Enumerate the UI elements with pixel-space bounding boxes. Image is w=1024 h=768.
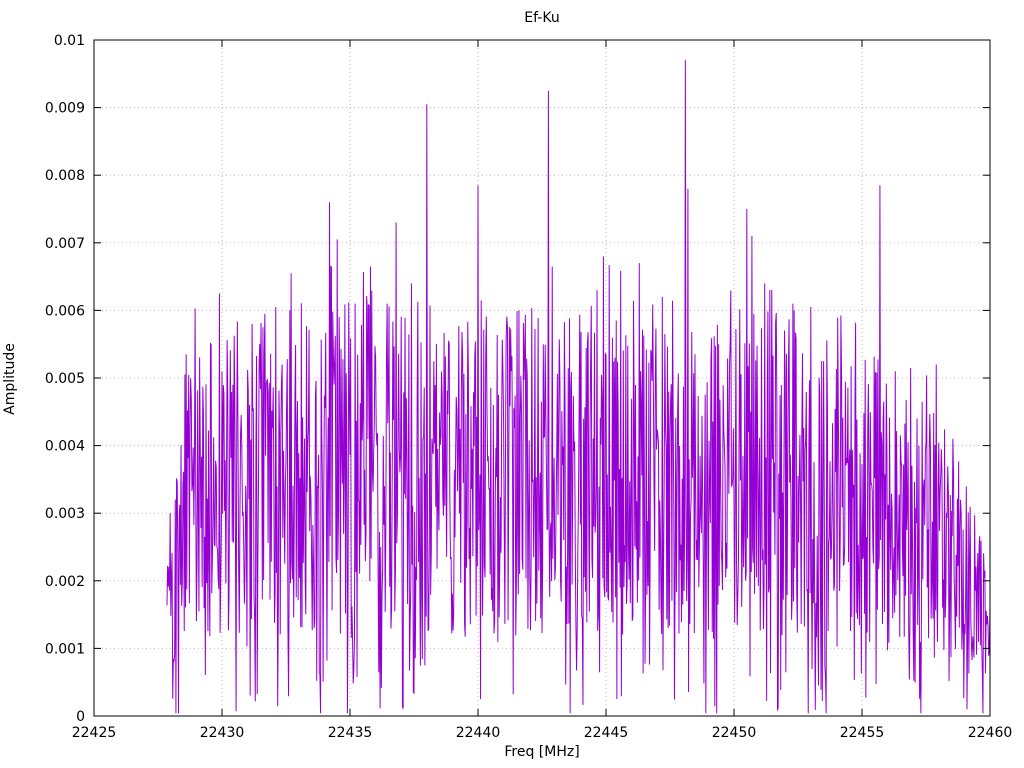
y-tick-label: 0: [76, 709, 85, 725]
y-tick-label: 0.009: [45, 101, 85, 117]
x-tick-label: 22435: [328, 725, 373, 741]
spectrum-line: [166, 60, 991, 714]
y-tick-label: 0.007: [45, 236, 85, 252]
chart-title: Ef-Ku: [524, 10, 560, 26]
y-tick-label: 0.001: [45, 641, 85, 657]
x-tick-label: 22460: [968, 725, 1013, 741]
x-tick-label: 22455: [840, 725, 885, 741]
y-tick-label: 0.005: [45, 371, 85, 387]
y-axis-label: Amplitude: [2, 343, 18, 415]
x-tick-label: 22440: [456, 725, 501, 741]
y-tick-label: 0.006: [45, 303, 85, 319]
y-tick-label: 0.008: [45, 168, 85, 184]
y-tick-label: 0.004: [45, 439, 85, 455]
x-tick-label: 22445: [584, 725, 629, 741]
x-tick-label: 22430: [200, 725, 245, 741]
x-tick-label: 22450: [712, 725, 757, 741]
y-tick-label: 0.002: [45, 574, 85, 590]
y-tick-label: 0.01: [54, 33, 85, 49]
x-tick-label: 22425: [72, 725, 117, 741]
x-axis-label: Freq [MHz]: [504, 744, 580, 760]
y-tick-label: 0.003: [45, 506, 85, 522]
